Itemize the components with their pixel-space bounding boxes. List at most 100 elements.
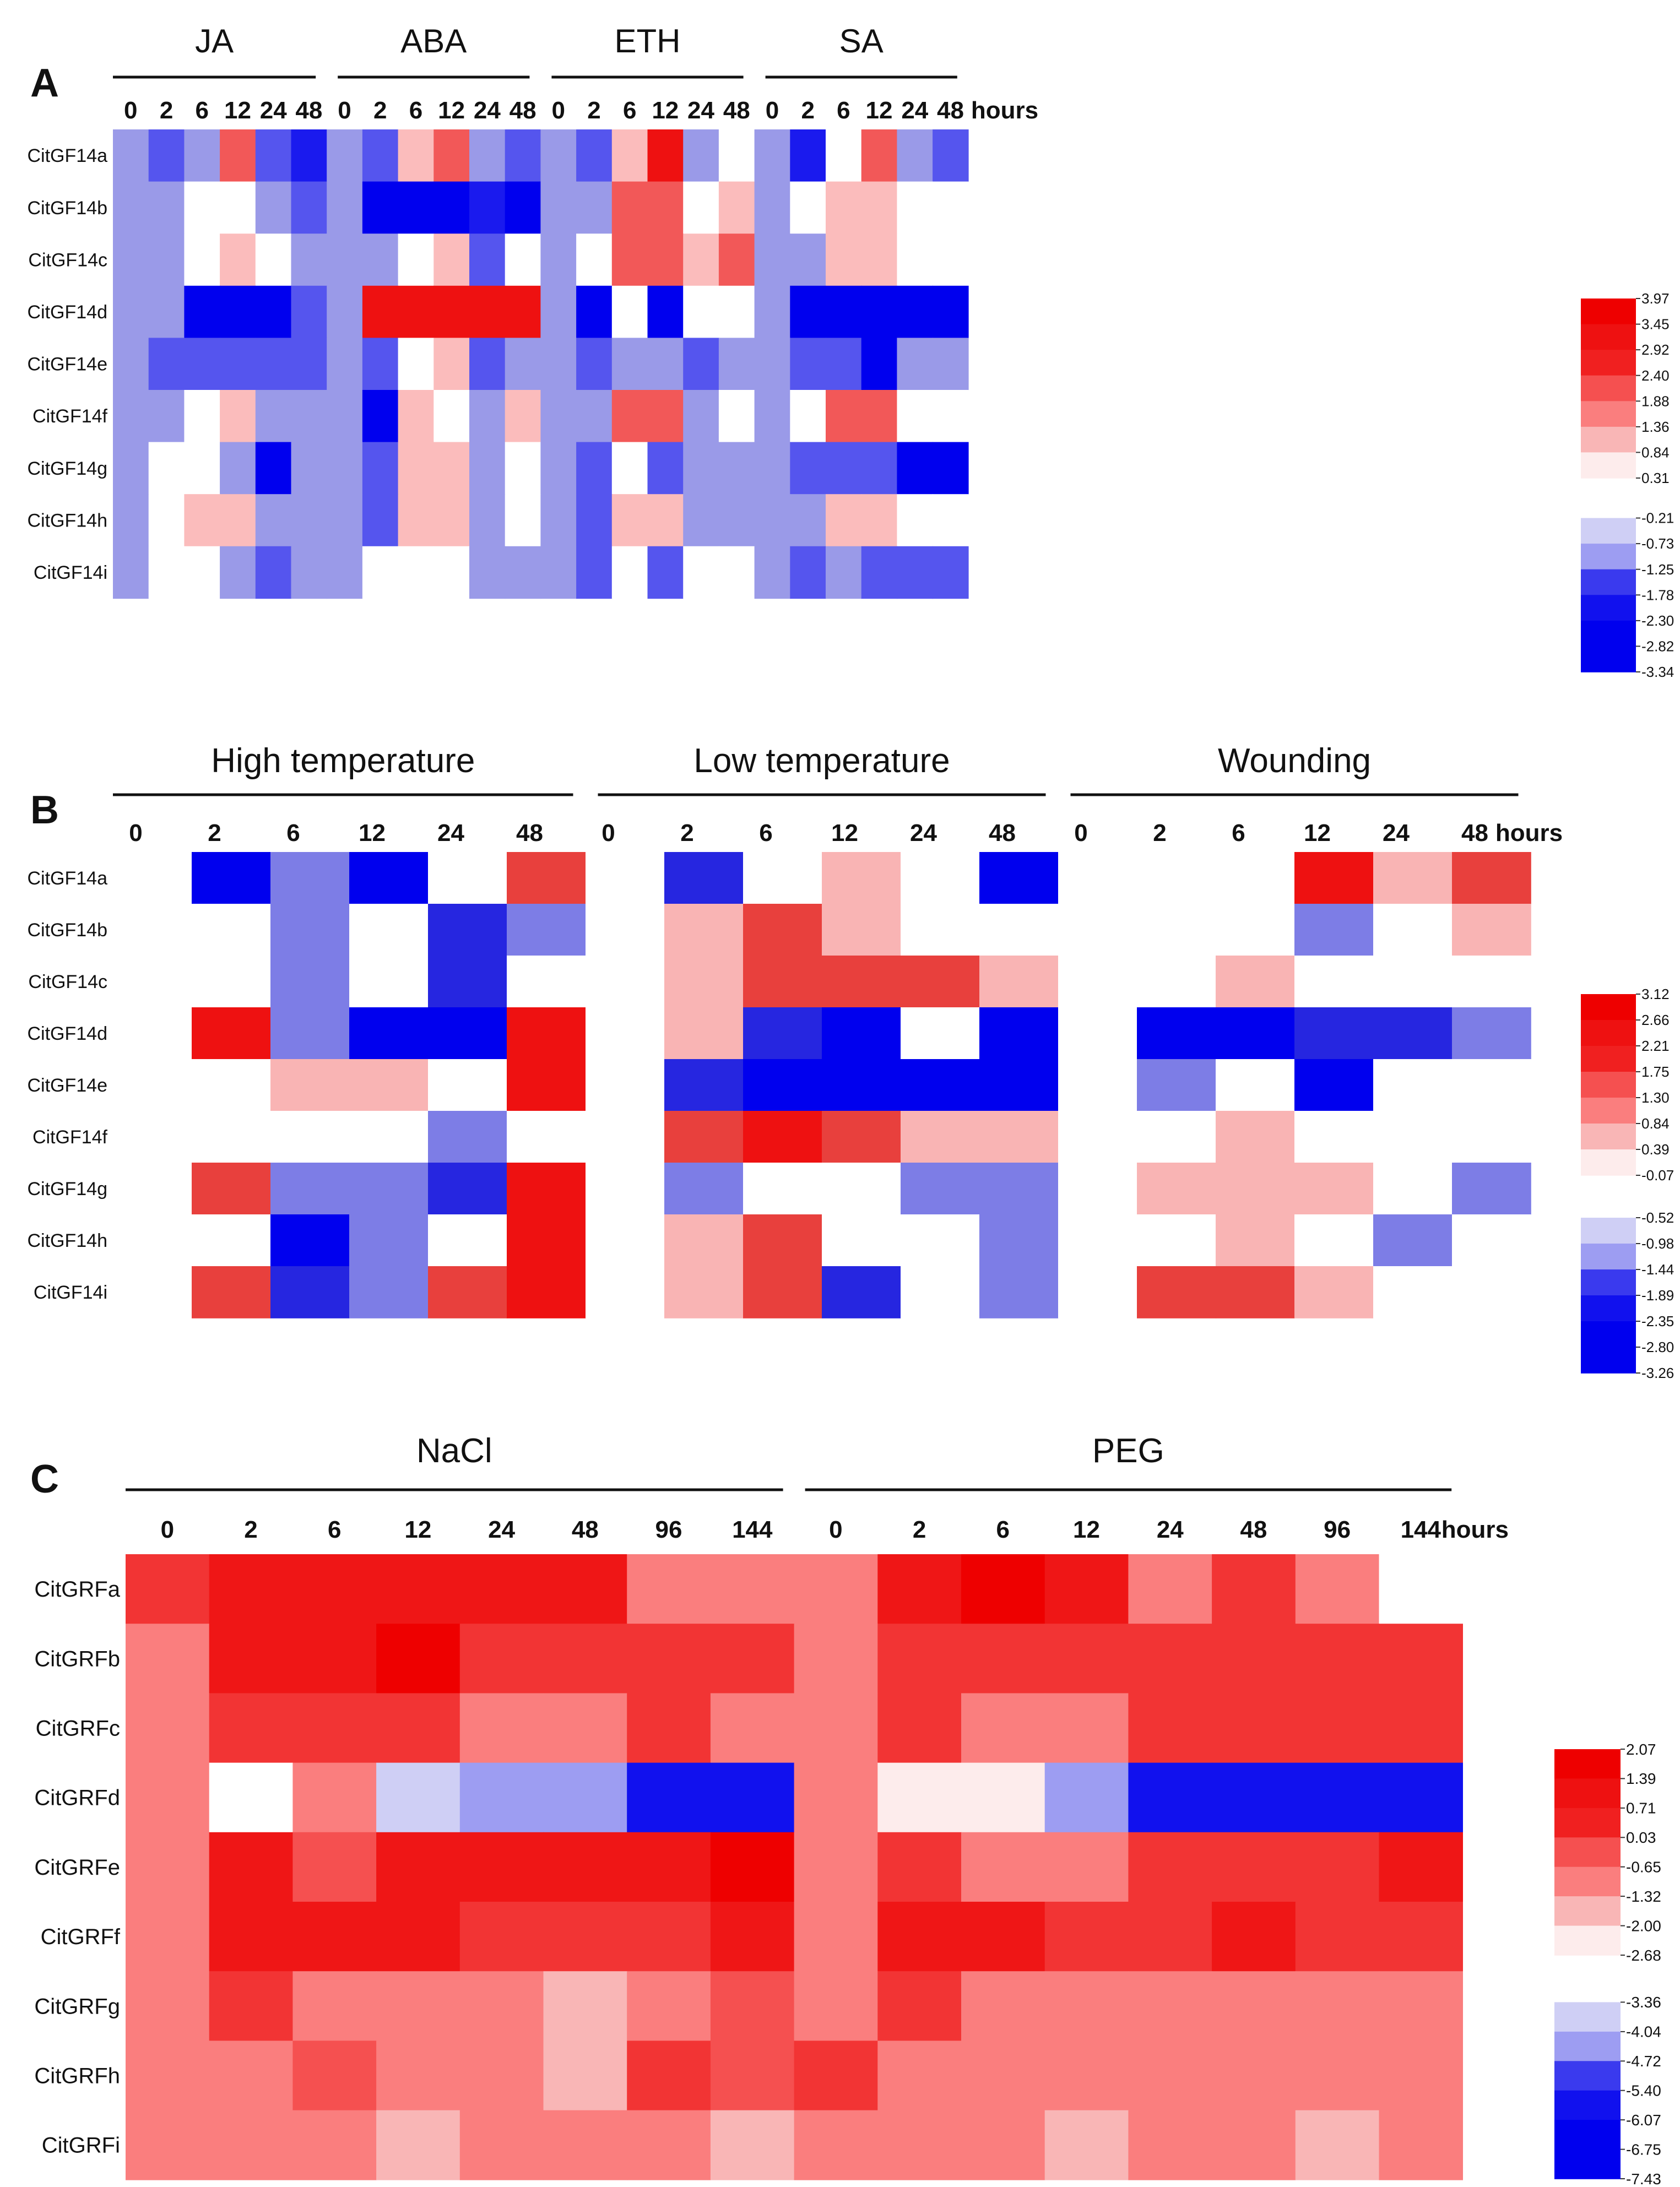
heatmap-cell-citgf14h-col-17 bbox=[718, 494, 755, 547]
timepoint-label-nacl-24: 24 bbox=[488, 1516, 515, 1543]
heatmap-cell-citgrfe-col-6 bbox=[627, 1832, 711, 1902]
heatmap-cell-citgf14f-col-14 bbox=[611, 390, 648, 443]
heatmap-cell-citgrfg-col-2 bbox=[292, 1971, 377, 2042]
heatmap-cell-citgrfh-col-6 bbox=[627, 2041, 711, 2111]
heatmap-cell-citgf14h-col-6 bbox=[327, 494, 363, 547]
heatmap-cell-citgrfd-col-1 bbox=[209, 1762, 294, 1833]
heatmap-cell-citgf14h-col-12 bbox=[1058, 1214, 1137, 1267]
heatmap-cell-citgrfi-col-11 bbox=[1044, 2110, 1129, 2180]
timepoint-label-peg-48: 48 bbox=[1240, 1516, 1267, 1543]
heatmap-cell-citgf14g-col-0 bbox=[113, 442, 149, 495]
heatmap-cell-citgf14f-col-16 bbox=[1373, 1111, 1453, 1163]
heatmap-cell-citgf14f-col-1 bbox=[148, 390, 185, 443]
row-label-citgf14e: CitGF14e bbox=[28, 354, 108, 375]
heatmap-cell-citgf14e-col-0 bbox=[113, 1059, 192, 1111]
heatmap-cell-citgf14f-col-19 bbox=[790, 390, 826, 443]
timepoint-label-ja-6: 6 bbox=[196, 97, 209, 124]
heatmap-cell-citgf14e-col-8 bbox=[398, 338, 435, 390]
heatmap-cell-citgrfh-col-14 bbox=[1295, 2041, 1380, 2111]
legend-tick-label-1-36: 1.36 bbox=[1641, 419, 1670, 435]
heatmap-cell-citgf14a-col-18 bbox=[754, 129, 791, 182]
legend-tick-label-0-65: -0.65 bbox=[1626, 1859, 1661, 1876]
heatmap-cell-citgf14h-col-13 bbox=[1137, 1214, 1216, 1267]
heatmap-cell-citgrfh-col-7 bbox=[710, 2041, 795, 2111]
heatmap-cell-citgrfb-col-13 bbox=[1212, 1624, 1296, 1694]
heatmap-cell-citgrfb-col-9 bbox=[877, 1624, 962, 1694]
heatmap-cell-citgf14b-col-14 bbox=[611, 181, 648, 234]
heatmap-cell-citgf14h-col-18 bbox=[754, 494, 791, 547]
legend-tick-label-5-40: -5.40 bbox=[1626, 2082, 1661, 2099]
heatmap-cell-citgrfh-col-1 bbox=[209, 2041, 294, 2111]
legend-swatch-1 bbox=[1581, 1020, 1636, 1046]
heatmap-cell-citgf14e-col-15 bbox=[1294, 1059, 1374, 1111]
heatmap-panel-c: C CitGRFa CitGRFb CitGRFc CitGRFd CitGRFe CitG… bbox=[30, 1432, 1661, 2187]
color-legend: 2.07 1.39 0.71 0.03 -0.65 -1.32 -2.00 -2.68 -3.3… bbox=[1554, 1741, 1661, 2187]
heatmap-cell-citgf14g-col-9 bbox=[433, 442, 470, 495]
heatmap-panel-b: B CitGF14a CitGF14b CitGF14c CitGF14d CitGF14… bbox=[28, 742, 1674, 1381]
heatmap-cell-citgf14f-col-5 bbox=[291, 390, 327, 443]
heatmap-cell-citgf14d-col-0 bbox=[113, 285, 149, 339]
heatmap-cell-citgf14b-col-12 bbox=[1058, 904, 1137, 956]
panel-label-c: C bbox=[30, 1457, 59, 1501]
heatmap-cell-citgrfi-col-15 bbox=[1379, 2110, 1463, 2180]
heatmap-cell-citgf14d-col-11 bbox=[979, 1007, 1059, 1060]
heatmap-cell-citgrff-col-3 bbox=[376, 1902, 460, 1972]
heatmap-cell-citgf14h-col-7 bbox=[664, 1214, 744, 1267]
legend-tick-label-3-12: 3.12 bbox=[1641, 986, 1670, 1002]
group-title-peg: PEG bbox=[1092, 1432, 1164, 1470]
heatmap-cell-citgrfi-col-0 bbox=[126, 2110, 210, 2180]
row-label-citgf14a: CitGF14a bbox=[28, 868, 108, 889]
heatmap-cell-citgf14c-col-17 bbox=[1452, 956, 1531, 1008]
timepoint-label-sa-24: 24 bbox=[901, 97, 928, 124]
heatmap-cell-citgrfg-col-15 bbox=[1379, 1971, 1463, 2042]
heatmap-cell-citgf14c-col-8 bbox=[743, 956, 822, 1008]
heatmap-cell-citgf14i-col-9 bbox=[822, 1266, 901, 1318]
heatmap-cell-citgrfg-col-4 bbox=[459, 1971, 544, 2042]
heatmap-cell-citgf14g-col-11 bbox=[979, 1163, 1059, 1215]
heatmap-cell-citgf14h-col-8 bbox=[743, 1214, 822, 1267]
heatmap-cell-citgf14f-col-4 bbox=[255, 390, 292, 443]
heatmap-cell-citgf14f-col-10 bbox=[901, 1111, 980, 1163]
heatmap-cell-citgf14f-col-18 bbox=[754, 390, 791, 443]
heatmap-cell-citgrfh-col-2 bbox=[292, 2041, 377, 2111]
heatmap-cell-citgrfg-col-1 bbox=[209, 1971, 294, 2042]
heatmap-cell-citgf14a-col-0 bbox=[113, 129, 149, 182]
heatmap-cell-citgf14f-col-20 bbox=[826, 390, 862, 443]
heatmap-cell-citgrfb-col-0 bbox=[126, 1624, 210, 1694]
heatmap-cell-citgf14g-col-22 bbox=[897, 442, 933, 495]
heatmap-cell-citgrfg-col-0 bbox=[126, 1971, 210, 2042]
heatmap-cell-citgrfe-col-0 bbox=[126, 1832, 210, 1902]
heatmap-cell-citgf14a-col-2 bbox=[270, 852, 350, 904]
heatmap-cell-citgrfc-col-13 bbox=[1212, 1693, 1296, 1763]
row-label-citgrfi: CitGRFi bbox=[42, 2134, 120, 2158]
row-label-citgf14f: CitGF14f bbox=[32, 1127, 108, 1148]
heatmap-cell-citgf14e-col-3 bbox=[349, 1059, 429, 1111]
legend-swatch-12 bbox=[1554, 2120, 1621, 2150]
heatmap-cell-citgf14c-col-15 bbox=[1294, 956, 1374, 1008]
heatmap-cell-citgf14c-col-5 bbox=[507, 956, 586, 1008]
heatmap-cell-citgrfc-col-15 bbox=[1379, 1693, 1463, 1763]
heatmap-cell-citgrfc-col-4 bbox=[459, 1693, 544, 1763]
heatmap-cell-citgf14h-col-5 bbox=[291, 494, 327, 547]
heatmap-cell-citgf14b-col-8 bbox=[398, 181, 435, 234]
heatmap-cell-citgrfc-col-9 bbox=[877, 1693, 962, 1763]
heatmap-cell-citgrfc-col-8 bbox=[794, 1693, 879, 1763]
heatmap-cell-citgrfh-col-5 bbox=[543, 2041, 627, 2111]
heatmap-cell-citgrfb-col-2 bbox=[292, 1624, 377, 1694]
legend-tick-label-0-03: 0.03 bbox=[1626, 1829, 1656, 1846]
heatmap-cell-citgrfi-col-6 bbox=[627, 2110, 711, 2180]
heatmap-cell-citgf14e-col-22 bbox=[897, 338, 933, 390]
heatmap-cell-citgrfa-col-10 bbox=[961, 1554, 1045, 1624]
heatmap-cell-citgf14h-col-15 bbox=[1294, 1214, 1374, 1267]
heatmap-cell-citgf14b-col-6 bbox=[327, 181, 363, 234]
heatmap-cell-citgrff-col-12 bbox=[1128, 1902, 1212, 1972]
legend-swatch-9 bbox=[1581, 544, 1636, 570]
heatmap-cell-citgf14d-col-1 bbox=[148, 285, 185, 339]
heatmap-cell-citgf14g-col-8 bbox=[743, 1163, 822, 1215]
heatmap-cell-citgf14e-col-14 bbox=[1216, 1059, 1295, 1111]
legend-tick-label-2-07: 2.07 bbox=[1626, 1741, 1656, 1758]
heatmap-cell-citgf14i-col-6 bbox=[327, 546, 363, 599]
heatmap-cell-citgf14i-col-13 bbox=[576, 546, 613, 599]
legend-tick-label-2-21: 2.21 bbox=[1641, 1038, 1670, 1054]
heatmap-cell-citgf14i-col-22 bbox=[897, 546, 933, 599]
